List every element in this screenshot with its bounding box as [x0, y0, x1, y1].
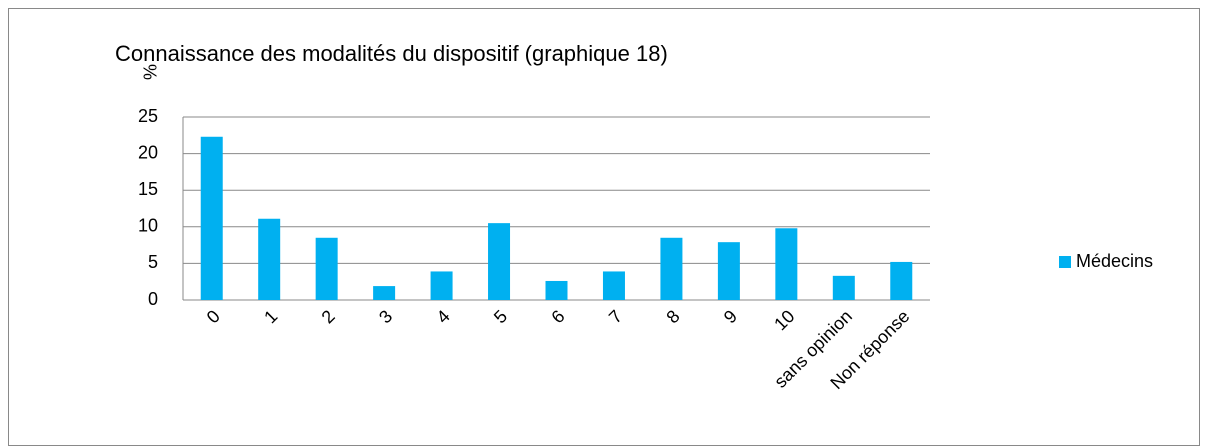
y-tick-label: 20 [138, 142, 158, 162]
bar [660, 237, 683, 300]
y-axis-label: % [139, 64, 159, 80]
y-tick-label: 15 [138, 179, 158, 199]
y-tick-label: 10 [138, 216, 158, 236]
bar [717, 242, 740, 300]
bar [430, 271, 453, 300]
bar [775, 228, 798, 300]
legend-label: Médecins [1076, 251, 1153, 271]
bar [832, 275, 855, 300]
y-tick-label: 25 [138, 106, 158, 126]
bar [315, 237, 338, 300]
bar [200, 136, 223, 300]
bar [258, 218, 281, 300]
bar [602, 271, 625, 300]
bar [890, 261, 913, 300]
bar [373, 286, 396, 300]
chart-title: Connaissance des modalités du dispositif… [115, 41, 668, 66]
legend-swatch [1059, 256, 1071, 268]
bar [488, 223, 511, 300]
y-tick-label: 0 [148, 289, 158, 309]
bar [545, 280, 568, 300]
y-tick-label: 5 [148, 252, 158, 272]
